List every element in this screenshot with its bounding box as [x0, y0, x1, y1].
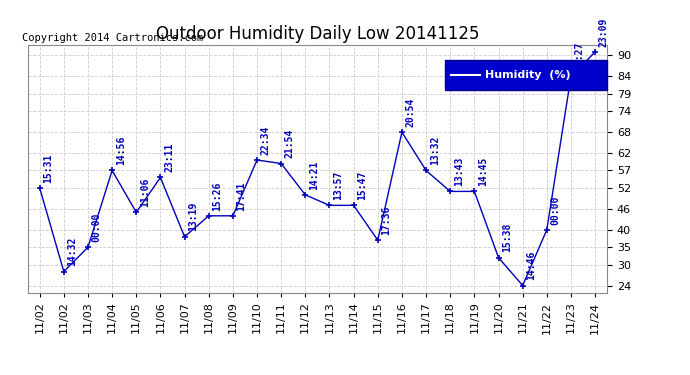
Text: 14:21: 14:21 [309, 160, 319, 190]
Text: 13:57: 13:57 [333, 171, 343, 200]
Text: 15:31: 15:31 [43, 153, 53, 183]
Text: 15:38: 15:38 [502, 223, 512, 252]
FancyBboxPatch shape [445, 60, 607, 90]
Text: 14:56: 14:56 [116, 136, 126, 165]
Text: 17:41: 17:41 [237, 181, 246, 211]
Text: 15:26: 15:26 [213, 181, 222, 211]
Text: Copyright 2014 Cartronics.com: Copyright 2014 Cartronics.com [22, 33, 203, 42]
Text: 14:32: 14:32 [68, 237, 77, 266]
Text: 22:34: 22:34 [261, 125, 270, 155]
Text: 14:46: 14:46 [526, 251, 536, 280]
Text: 21:54: 21:54 [285, 129, 295, 158]
Text: 23:09: 23:09 [599, 17, 609, 47]
Text: 00:00: 00:00 [551, 195, 560, 225]
Text: Humidity  (%): Humidity (%) [486, 70, 571, 80]
Text: 09:27: 09:27 [575, 42, 584, 71]
Text: 13:43: 13:43 [454, 157, 464, 186]
Text: 14:45: 14:45 [478, 157, 488, 186]
Text: 13:19: 13:19 [188, 202, 198, 231]
Text: 11:06: 11:06 [140, 178, 150, 207]
Text: 23:11: 23:11 [164, 143, 174, 172]
Text: 17:36: 17:36 [382, 206, 391, 235]
Text: 15:47: 15:47 [357, 171, 367, 200]
Text: 20:54: 20:54 [406, 98, 415, 127]
Text: 00:00: 00:00 [92, 213, 101, 242]
Title: Outdoor Humidity Daily Low 20141125: Outdoor Humidity Daily Low 20141125 [156, 26, 479, 44]
Text: 13:32: 13:32 [430, 136, 440, 165]
